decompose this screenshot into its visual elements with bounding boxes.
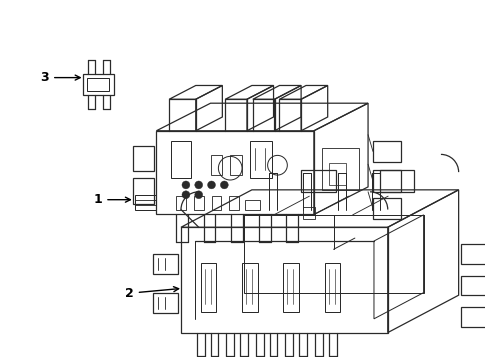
Circle shape bbox=[220, 181, 228, 189]
Text: 1: 1 bbox=[93, 193, 130, 206]
Circle shape bbox=[182, 191, 189, 199]
Circle shape bbox=[182, 181, 189, 189]
Circle shape bbox=[207, 181, 215, 189]
Text: 2: 2 bbox=[125, 287, 178, 300]
Circle shape bbox=[194, 191, 202, 199]
Circle shape bbox=[194, 181, 202, 189]
Text: 3: 3 bbox=[41, 71, 80, 84]
